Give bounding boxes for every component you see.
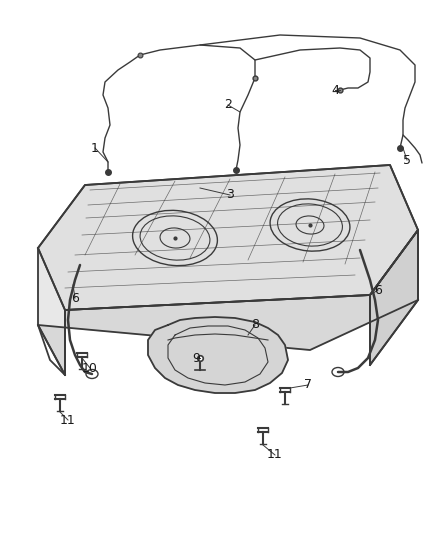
Text: 3: 3 [226, 189, 234, 201]
Polygon shape [38, 230, 418, 375]
Polygon shape [370, 230, 418, 365]
Text: 11: 11 [267, 448, 283, 462]
Polygon shape [148, 317, 288, 393]
Text: 5: 5 [403, 154, 411, 166]
Text: 9: 9 [192, 351, 200, 365]
Text: 1: 1 [91, 141, 99, 155]
Text: 7: 7 [304, 378, 312, 392]
Text: 11: 11 [60, 414, 76, 426]
Text: 8: 8 [251, 319, 259, 332]
Text: 6: 6 [71, 292, 79, 304]
Text: 10: 10 [82, 361, 98, 375]
Polygon shape [38, 248, 65, 375]
Polygon shape [38, 165, 418, 310]
Text: 4: 4 [331, 84, 339, 96]
Text: 6: 6 [374, 284, 382, 296]
Text: 2: 2 [224, 99, 232, 111]
